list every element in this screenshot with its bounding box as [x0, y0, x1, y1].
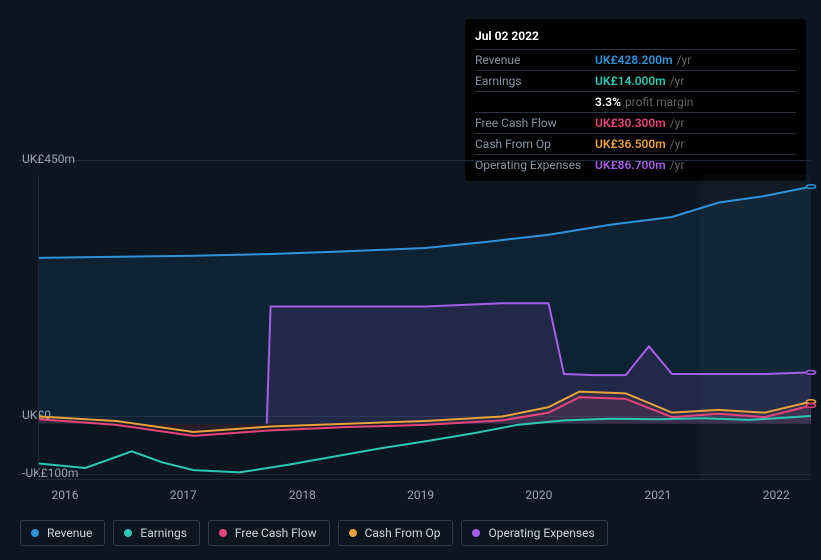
- tooltip-unit: /yr: [670, 116, 685, 130]
- x-axis-label: 2017: [170, 488, 197, 502]
- tooltip-value: UK£36.500m: [595, 137, 666, 151]
- chart-svg: [39, 175, 811, 479]
- tooltip-row: Cash From OpUK£36.500m/yr: [475, 133, 796, 154]
- tooltip-value: UK£428.200m: [595, 53, 673, 67]
- tooltip-value: UK£30.300m: [595, 116, 666, 130]
- series-end-dot-revenue: [806, 185, 815, 189]
- tooltip-label: Revenue: [475, 53, 595, 67]
- tooltip-unit: /yr: [670, 74, 685, 88]
- legend-dot-icon: [219, 529, 227, 537]
- x-axis-label: 2020: [525, 488, 552, 502]
- legend-label: Cash From Op: [365, 526, 441, 540]
- chart-tooltip: Jul 02 2022RevenueUK£428.200m/yrEarnings…: [465, 19, 806, 181]
- legend-item-free-cash-flow[interactable]: Free Cash Flow: [208, 520, 330, 546]
- tooltip-label: [475, 95, 595, 109]
- tooltip-row: EarningsUK£14.000m/yr: [475, 70, 796, 91]
- x-axis-label: 2022: [763, 488, 790, 502]
- series-end-dot-opex: [806, 371, 815, 375]
- gridline: [18, 160, 811, 161]
- legend-label: Revenue: [47, 526, 92, 540]
- chart-legend: Revenue Earnings Free Cash Flow Cash From O…: [20, 520, 608, 546]
- x-axis-ticks: 2016 2017 2018 2019 2020 2021 2022: [38, 488, 811, 504]
- x-axis-label: 2016: [52, 488, 79, 502]
- tooltip-row: Free Cash FlowUK£30.300m/yr: [475, 112, 796, 133]
- legend-dot-icon: [31, 529, 39, 537]
- chart-plot: [38, 175, 811, 480]
- legend-dot-icon: [349, 529, 357, 537]
- x-axis-label: 2018: [289, 488, 316, 502]
- series-end-dot-cashop: [806, 400, 815, 404]
- tooltip-unit: /yr: [677, 53, 692, 67]
- legend-label: Earnings: [140, 526, 187, 540]
- tooltip-row: RevenueUK£428.200m/yr: [475, 49, 796, 70]
- legend-label: Free Cash Flow: [235, 526, 317, 540]
- tooltip-row: 3.3% profit margin: [475, 91, 796, 112]
- tooltip-label: Cash From Op: [475, 137, 595, 151]
- tooltip-unit: /yr: [670, 137, 685, 151]
- legend-item-cash-from-op[interactable]: Cash From Op: [338, 520, 454, 546]
- legend-label: Operating Expenses: [488, 526, 594, 540]
- tooltip-label: Free Cash Flow: [475, 116, 595, 130]
- x-axis-label: 2021: [644, 488, 671, 502]
- legend-item-earnings[interactable]: Earnings: [113, 520, 200, 546]
- tooltip-label: Earnings: [475, 74, 595, 88]
- legend-item-revenue[interactable]: Revenue: [20, 520, 105, 546]
- y-axis-label: UK£450m: [22, 152, 75, 166]
- tooltip-title: Jul 02 2022: [475, 25, 796, 49]
- tooltip-value: 3.3%: [595, 95, 621, 109]
- x-axis-label: 2019: [407, 488, 434, 502]
- tooltip-value: UK£14.000m: [595, 74, 666, 88]
- series-end-dot-fcf: [806, 404, 815, 408]
- legend-dot-icon: [124, 529, 132, 537]
- tooltip-unit: profit margin: [625, 95, 693, 109]
- legend-item-operating-expenses[interactable]: Operating Expenses: [461, 520, 607, 546]
- legend-dot-icon: [472, 529, 480, 537]
- chart-area: UK£450mUK£0-UK£100m: [18, 160, 811, 480]
